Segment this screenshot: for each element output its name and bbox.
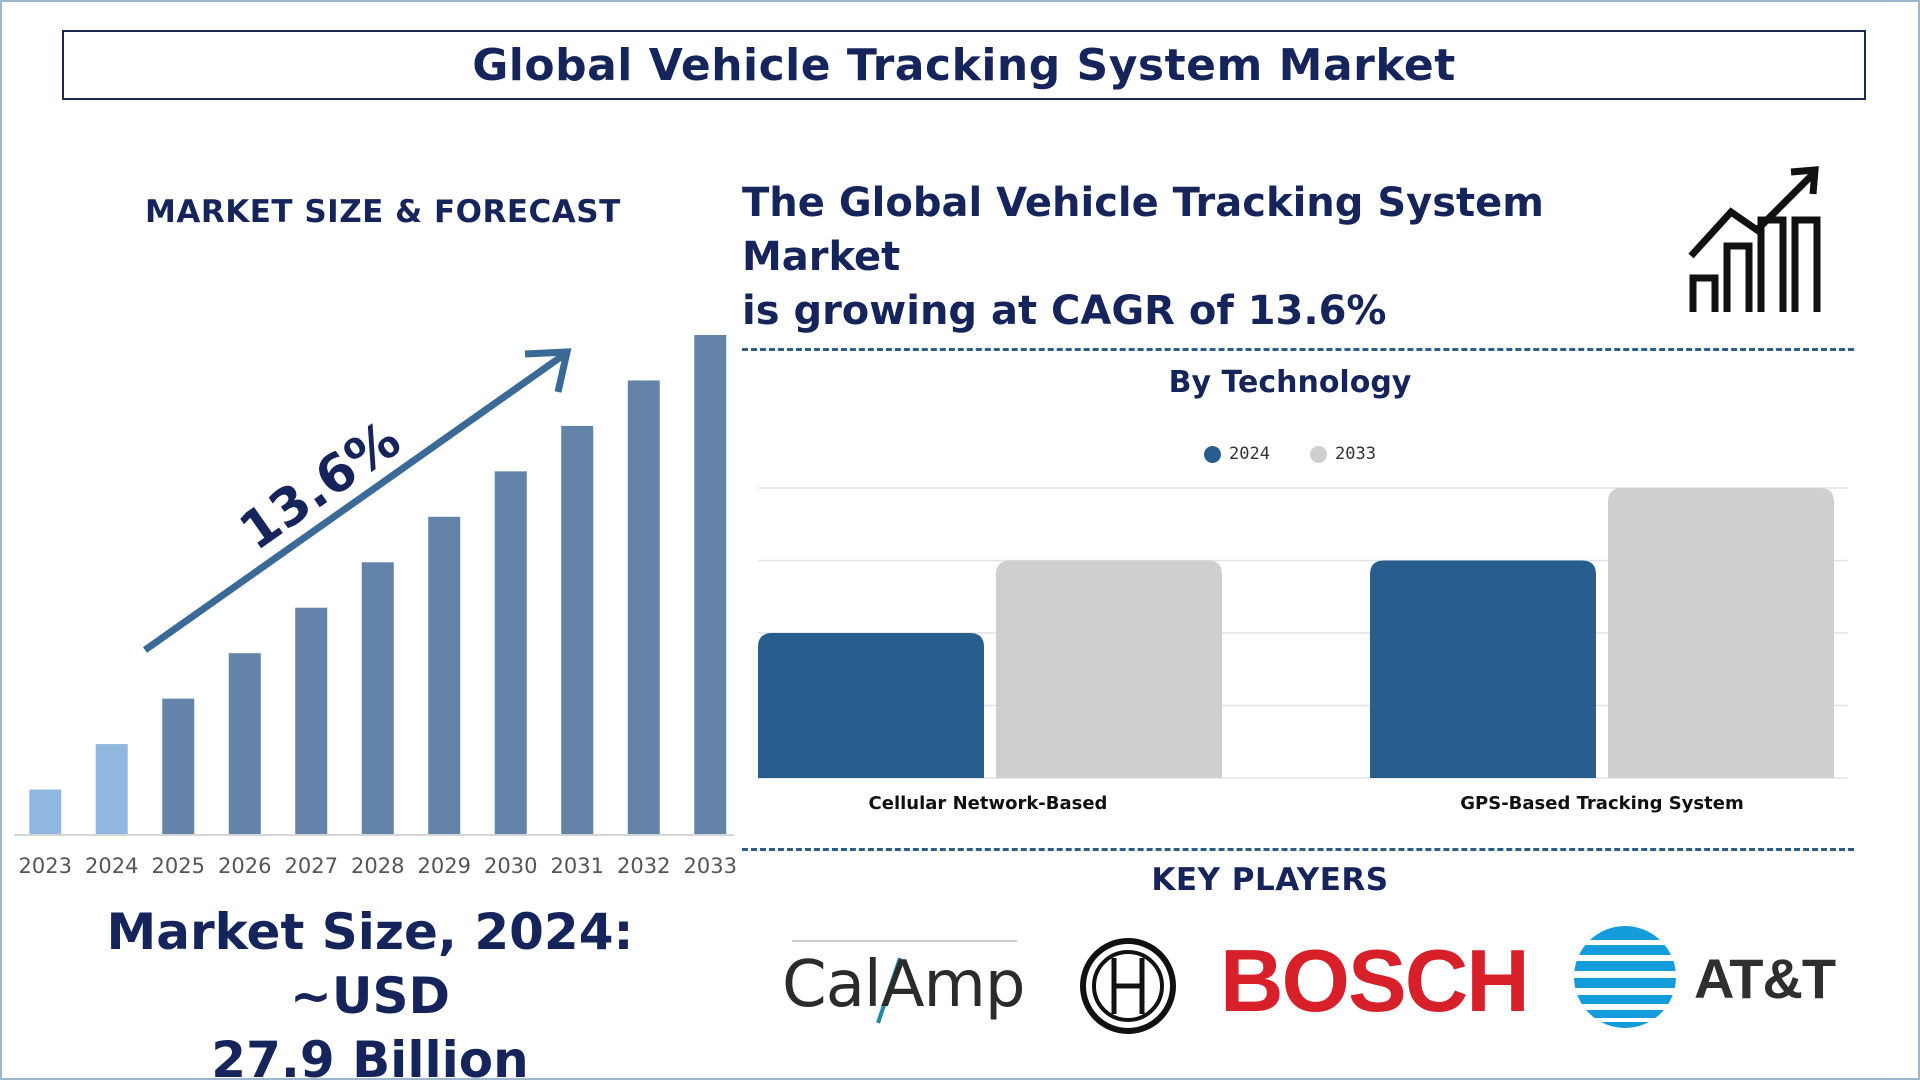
page-title: Global Vehicle Tracking System Market	[472, 39, 1456, 91]
forecast-bar-2031	[561, 425, 594, 835]
forecast-year-label-2028: 2028	[351, 854, 405, 878]
technology-chart-title: By Technology	[1168, 365, 1412, 400]
tech-bar-cellular-2024	[758, 633, 984, 778]
forecast-year-label-2023: 2023	[18, 854, 72, 878]
tech-bar-cellular-2033	[996, 560, 1222, 778]
bosch-logo-text: BOSCH	[1220, 931, 1530, 1030]
forecast-bar-2025	[162, 698, 195, 835]
legend-dot-2033	[1310, 445, 1327, 463]
key-players-title: KEY PLAYERS	[1151, 862, 1389, 898]
calamp-logo-text: CalAmp	[782, 948, 1025, 1022]
forecast-year-label-2030: 2030	[484, 854, 538, 878]
forecast-year-label-2029: 2029	[417, 854, 471, 878]
forecast-year-label-2032: 2032	[617, 854, 671, 878]
divider-top	[742, 348, 1854, 351]
forecast-bar-2028	[361, 562, 394, 835]
forecast-bar-2029	[428, 516, 461, 835]
market-size-value: Market Size, 2024: ~USD 27.9 Billion	[20, 900, 720, 1092]
legend-item-2033: 2033	[1310, 444, 1376, 464]
market-size-line2: 27.9 Billion	[211, 1031, 529, 1089]
forecast-bar-2024	[95, 744, 128, 835]
tech-category-gps: GPS-Based Tracking System	[1460, 793, 1744, 814]
growth-chart-icon	[1688, 166, 1821, 312]
legend-item-2024: 2024	[1204, 444, 1270, 464]
market-size-heading: MARKET SIZE & FORECAST	[145, 194, 621, 230]
divider-bottom	[742, 848, 1854, 851]
title-box: Global Vehicle Tracking System Market	[62, 30, 1866, 100]
technology-bar-chart	[758, 487, 1848, 779]
forecast-year-label-2031: 2031	[550, 854, 604, 878]
forecast-year-label-2025: 2025	[151, 854, 205, 878]
tech-bar-gps-2024	[1370, 560, 1596, 778]
market-size-line1: Market Size, 2024: ~USD	[106, 903, 634, 1025]
calamp-logo-mark	[792, 940, 1017, 1024]
forecast-bar-2033	[694, 335, 727, 835]
cagr-statement-line2: is growing at CAGR of 13.6%	[742, 288, 1387, 334]
growth-arrow	[142, 351, 568, 653]
legend-dot-2024	[1204, 445, 1221, 463]
forecast-bar-2027	[295, 607, 328, 835]
legend-label-2024: 2024	[1229, 444, 1270, 464]
forecast-bar-2023	[29, 789, 62, 835]
tech-bar-gps-2033	[1608, 488, 1834, 778]
forecast-year-label-2027: 2027	[284, 854, 338, 878]
att-logo-text: AT&T	[1694, 947, 1836, 1010]
cagr-statement-line1: The Global Vehicle Tracking System Marke…	[742, 180, 1544, 280]
tech-category-cellular: Cellular Network-Based	[868, 793, 1108, 814]
legend-label-2033: 2033	[1335, 444, 1376, 464]
bosch-emblem-icon	[1080, 938, 1176, 1034]
forecast-bar-2026	[228, 653, 261, 835]
forecast-year-label-2026: 2026	[218, 854, 272, 878]
forecast-year-label-2024: 2024	[85, 854, 139, 878]
cagr-statement: The Global Vehicle Tracking System Marke…	[742, 176, 1702, 338]
forecast-bar-chart: 13.6%	[14, 335, 734, 836]
growth-arrow-head	[524, 348, 572, 393]
forecast-bar-2030	[494, 471, 527, 835]
att-globe-icon	[1574, 926, 1676, 1028]
calamp-logo: CalAmp	[782, 938, 1025, 1038]
forecast-year-label-2033: 2033	[683, 854, 737, 878]
growth-rate-label: 13.6%	[229, 410, 411, 563]
forecast-bar-2032	[627, 380, 660, 835]
